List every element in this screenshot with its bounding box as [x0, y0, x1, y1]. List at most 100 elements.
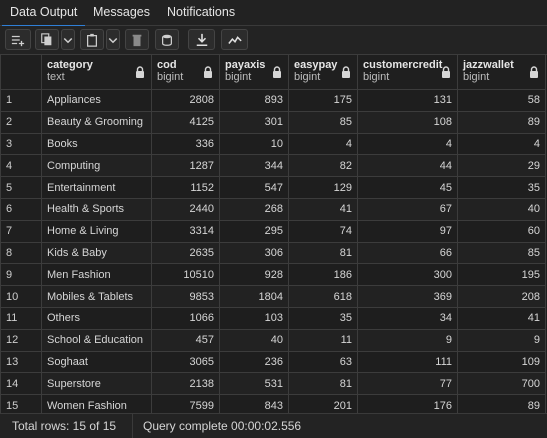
copy-options-dropdown[interactable]	[61, 29, 75, 50]
cell-payaxis[interactable]: 236	[219, 350, 289, 374]
cell-cod[interactable]: 457	[151, 328, 220, 352]
cell-jazzwallet[interactable]: 700	[457, 372, 546, 396]
cell-cod[interactable]: 2635	[151, 241, 220, 265]
table-row[interactable]: 4 Computing 1287 344 82 44 29	[0, 154, 546, 178]
cell-jazzwallet[interactable]: 85	[457, 241, 546, 265]
row-number-cell[interactable]: 4	[0, 154, 42, 178]
cell-easypay[interactable]: 82	[288, 154, 358, 178]
cell-jazzwallet[interactable]: 29	[457, 154, 546, 178]
cell-jazzwallet[interactable]: 109	[457, 350, 546, 374]
row-number-cell[interactable]: 1	[0, 89, 42, 112]
cell-category[interactable]: Entertainment	[41, 176, 152, 199]
cell-cod[interactable]: 9853	[151, 285, 220, 308]
cell-easypay[interactable]: 201	[288, 394, 358, 417]
row-number-cell[interactable]: 9	[0, 263, 42, 287]
cell-customercredit[interactable]: 176	[357, 394, 458, 417]
cell-payaxis[interactable]: 295	[219, 219, 289, 243]
cell-category[interactable]: Kids & Baby	[41, 241, 152, 265]
cell-customercredit[interactable]: 108	[357, 110, 458, 134]
table-row[interactable]: 3 Books 336 10 4 4 4	[0, 132, 546, 156]
cell-payaxis[interactable]: 1804	[219, 285, 289, 308]
cell-category[interactable]: School & Education	[41, 328, 152, 352]
delete-button[interactable]	[125, 29, 149, 50]
cell-easypay[interactable]: 129	[288, 176, 358, 199]
cell-cod[interactable]: 4125	[151, 110, 220, 134]
paste-button[interactable]	[80, 29, 104, 50]
cell-jazzwallet[interactable]: 41	[457, 306, 546, 330]
cell-category[interactable]: Men Fashion	[41, 263, 152, 287]
cell-customercredit[interactable]: 4	[357, 132, 458, 156]
cell-easypay[interactable]: 85	[288, 110, 358, 134]
cell-customercredit[interactable]: 369	[357, 285, 458, 308]
save-data-button[interactable]	[155, 29, 179, 50]
column-header-easypay[interactable]: easypay bigint	[288, 54, 358, 90]
cell-payaxis[interactable]: 893	[219, 89, 289, 112]
cell-jazzwallet[interactable]: 4	[457, 132, 546, 156]
table-row[interactable]: 9 Men Fashion 10510 928 186 300 195	[0, 263, 546, 287]
cell-category[interactable]: Books	[41, 132, 152, 156]
cell-payaxis[interactable]: 268	[219, 197, 289, 221]
row-number-cell[interactable]: 3	[0, 132, 42, 156]
cell-payaxis[interactable]: 531	[219, 372, 289, 396]
cell-category[interactable]: Computing	[41, 154, 152, 178]
cell-payaxis[interactable]: 301	[219, 110, 289, 134]
cell-payaxis[interactable]: 928	[219, 263, 289, 287]
cell-jazzwallet[interactable]: 35	[457, 176, 546, 199]
cell-category[interactable]: Home & Living	[41, 219, 152, 243]
tab-data-output[interactable]: Data Output	[2, 0, 86, 27]
cell-jazzwallet[interactable]: 60	[457, 219, 546, 243]
row-number-cell[interactable]: 12	[0, 328, 42, 352]
cell-easypay[interactable]: 186	[288, 263, 358, 287]
cell-customercredit[interactable]: 300	[357, 263, 458, 287]
cell-payaxis[interactable]: 547	[219, 176, 289, 199]
copy-button[interactable]	[35, 29, 59, 50]
cell-category[interactable]: Appliances	[41, 89, 152, 112]
tab-notifications[interactable]: Notifications	[167, 5, 236, 19]
cell-cod[interactable]: 2138	[151, 372, 220, 396]
cell-category[interactable]: Superstore	[41, 372, 152, 396]
cell-cod[interactable]: 3065	[151, 350, 220, 374]
cell-cod[interactable]: 336	[151, 132, 220, 156]
cell-cod[interactable]: 1287	[151, 154, 220, 178]
cell-jazzwallet[interactable]: 58	[457, 89, 546, 112]
row-number-cell[interactable]: 7	[0, 219, 42, 243]
cell-payaxis[interactable]: 306	[219, 241, 289, 265]
cell-payaxis[interactable]: 344	[219, 154, 289, 178]
column-header-cod[interactable]: cod bigint	[151, 54, 220, 90]
cell-easypay[interactable]: 74	[288, 219, 358, 243]
cell-category[interactable]: Beauty & Grooming	[41, 110, 152, 134]
table-row[interactable]: 1 Appliances 2808 893 175 131 58	[0, 89, 546, 112]
cell-category[interactable]: Soghaat	[41, 350, 152, 374]
cell-easypay[interactable]: 4	[288, 132, 358, 156]
table-row[interactable]: 14 Superstore 2138 531 81 77 700	[0, 372, 546, 396]
row-number-cell[interactable]: 5	[0, 176, 42, 199]
cell-easypay[interactable]: 41	[288, 197, 358, 221]
cell-cod[interactable]: 1152	[151, 176, 220, 199]
cell-easypay[interactable]: 11	[288, 328, 358, 352]
cell-payaxis[interactable]: 40	[219, 328, 289, 352]
column-header-category[interactable]: category text	[41, 54, 152, 90]
row-number-cell[interactable]: 10	[0, 285, 42, 308]
table-row[interactable]: 8 Kids & Baby 2635 306 81 66 85	[0, 241, 546, 265]
cell-customercredit[interactable]: 45	[357, 176, 458, 199]
cell-customercredit[interactable]: 97	[357, 219, 458, 243]
cell-cod[interactable]: 10510	[151, 263, 220, 287]
add-row-button[interactable]	[5, 29, 31, 50]
column-header-jazzwallet[interactable]: jazzwallet bigint	[457, 54, 546, 90]
cell-cod[interactable]: 3314	[151, 219, 220, 243]
table-row[interactable]: 6 Health & Sports 2440 268 41 67 40	[0, 197, 546, 221]
row-number-cell[interactable]: 6	[0, 197, 42, 221]
cell-category[interactable]: Health & Sports	[41, 197, 152, 221]
cell-customercredit[interactable]: 67	[357, 197, 458, 221]
row-number-cell[interactable]: 14	[0, 372, 42, 396]
table-row[interactable]: 13 Soghaat 3065 236 63 111 109	[0, 350, 546, 374]
row-number-cell[interactable]: 8	[0, 241, 42, 265]
cell-customercredit[interactable]: 111	[357, 350, 458, 374]
table-row[interactable]: 11 Others 1066 103 35 34 41	[0, 306, 546, 330]
column-header-customercredit[interactable]: customercredit bigint	[357, 54, 458, 90]
cell-easypay[interactable]: 35	[288, 306, 358, 330]
cell-payaxis[interactable]: 103	[219, 306, 289, 330]
row-number-cell[interactable]: 2	[0, 110, 42, 134]
cell-easypay[interactable]: 63	[288, 350, 358, 374]
cell-jazzwallet[interactable]: 195	[457, 263, 546, 287]
